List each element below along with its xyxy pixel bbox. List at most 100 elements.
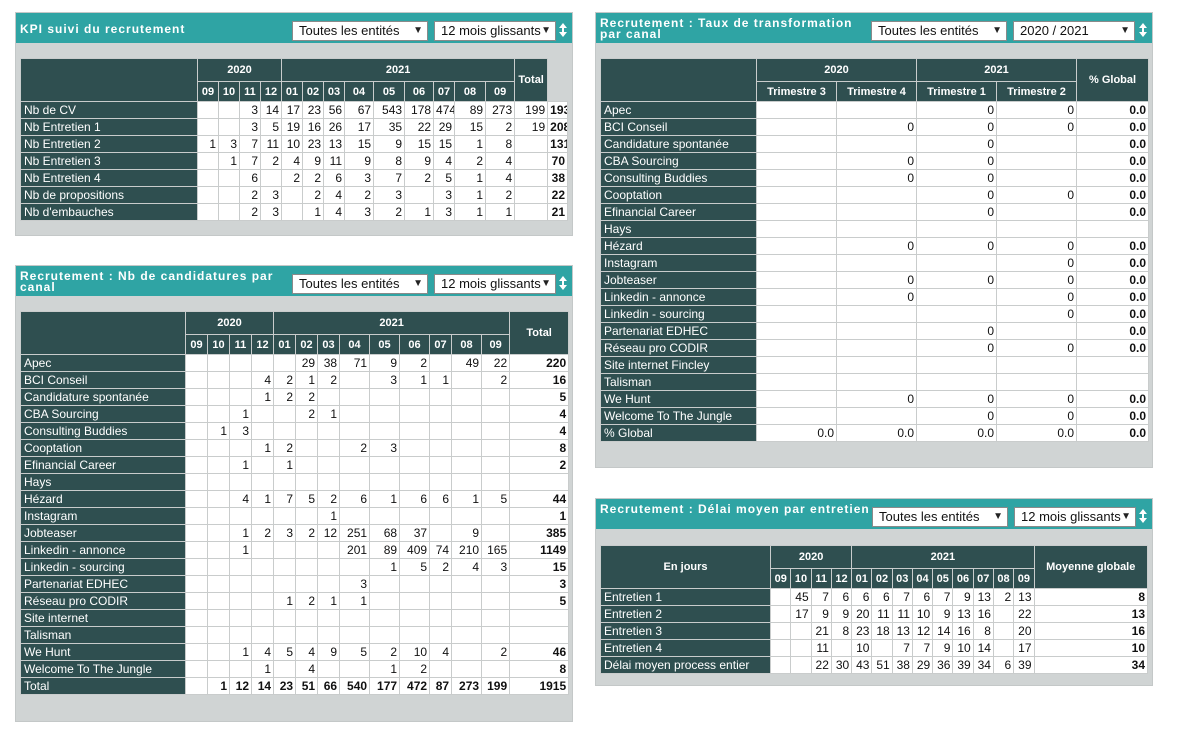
table-cell: [399, 626, 431, 644]
table-cell: [770, 588, 792, 606]
chevron-down-icon: ▼: [413, 25, 423, 36]
transformation-season-select[interactable]: 2020 / 2021 ▼: [1013, 21, 1135, 41]
table-cell: [451, 660, 483, 678]
table-cell: 474: [433, 101, 456, 119]
table-cell: 251: [339, 524, 371, 542]
row-label: Instagram: [20, 507, 186, 525]
table-cell: 17: [344, 118, 375, 136]
table-cell: [295, 626, 319, 644]
row-total: 131: [547, 135, 568, 153]
year-header: 2020: [184, 311, 275, 335]
table-cell: 39: [1013, 656, 1035, 674]
row-label: Talisman: [20, 626, 186, 644]
table-cell: 2: [344, 186, 375, 204]
table-cell: [250, 575, 275, 593]
table-cell: 30: [830, 656, 853, 674]
transformation-entity-select[interactable]: Toutes les entités ▼: [871, 21, 1007, 41]
table-cell: [229, 439, 252, 457]
table-cell: 9: [932, 639, 954, 657]
table-cell: 23: [302, 135, 325, 153]
kpi-period-select-value: 12 mois glissants: [441, 23, 541, 38]
table-cell: [770, 639, 792, 657]
table-cell: [295, 422, 319, 440]
sort-icon[interactable]: [559, 22, 569, 40]
table-cell: [218, 101, 240, 119]
row-total: 3: [509, 575, 570, 593]
table-cell: 15: [433, 135, 456, 153]
delai-period-select[interactable]: 12 mois glissants ▼: [1014, 507, 1136, 527]
period-header: 12: [250, 334, 275, 355]
table-row: Hays: [20, 473, 570, 491]
table-cell: [185, 558, 208, 576]
table-cell: [429, 388, 453, 406]
kpi-period-select[interactable]: 12 mois glissants ▼: [434, 21, 556, 41]
delai-entity-select[interactable]: Toutes les entités ▼: [872, 507, 1008, 527]
row-label: Instagram: [600, 254, 757, 272]
row-total: 44: [509, 490, 570, 508]
table-row: Nb de propositions 2 3 2 4 2 3 3 1 2 22: [20, 186, 568, 204]
table-cell: [399, 456, 431, 474]
row-total: 22: [547, 186, 568, 204]
period-header: 08: [992, 568, 1015, 589]
table-cell: 6: [239, 169, 261, 187]
period-header: 02: [871, 568, 893, 589]
table-cell: 0: [916, 271, 998, 289]
table-row: Nb Entretien 213711102313159151518131: [20, 135, 568, 153]
table-cell: [429, 609, 453, 627]
table-cell: 1: [295, 371, 319, 389]
table-cell: 0: [996, 254, 1078, 272]
table-row: Entretien 1 45 7 6 6 6 7 6 7 9 13 2 13 8: [599, 588, 1149, 606]
table-cell: 3: [369, 371, 401, 389]
candidatures-entity-select[interactable]: Toutes les entités ▼: [292, 274, 428, 294]
row-total: 34: [1033, 656, 1149, 674]
table-row: Instagram 0 0.0: [600, 254, 1150, 272]
table-cell: 13: [952, 605, 974, 623]
table-cell: [339, 609, 371, 627]
table-cell: [273, 507, 297, 525]
row-label: Talisman: [600, 373, 757, 391]
candidatures-period-select[interactable]: 12 mois glissants ▼: [434, 274, 556, 294]
table-cell: [229, 592, 252, 610]
table-cell: 3: [259, 186, 283, 204]
table-cell: 11: [891, 605, 913, 623]
table-cell: [514, 203, 549, 221]
table-row: Talisman: [20, 626, 570, 644]
table-cell: [916, 288, 998, 306]
table-cell: 20: [1013, 622, 1035, 640]
table-cell: [295, 456, 319, 474]
table-cell: 0: [835, 271, 918, 289]
year-header: 2020: [755, 58, 918, 82]
sort-icon[interactable]: [1139, 22, 1149, 40]
total-header: % Global: [1076, 58, 1150, 102]
row-total: [1076, 356, 1150, 374]
row-total: 1: [509, 507, 570, 525]
sort-icon[interactable]: [1139, 508, 1149, 526]
row-label: Total: [20, 677, 186, 695]
row-label: Nb Entretien 3: [20, 152, 198, 170]
table-row: Linkedin - annonce 1 201 89 409 74 210 165 1149: [20, 541, 570, 559]
table-cell: [185, 473, 208, 491]
table-cell: [339, 371, 371, 389]
table-cell: [207, 660, 230, 678]
table-cell: [317, 388, 341, 406]
row-label: Efinancial Career: [20, 456, 186, 474]
table-cell: [185, 371, 208, 389]
table-cell: 3: [369, 439, 401, 457]
table-cell: [207, 456, 230, 474]
table-cell: 37: [399, 524, 431, 542]
table-cell: 1: [429, 371, 453, 389]
row-label: % Global: [600, 424, 757, 442]
delai-panel-header: Recrutement : Délai moyen par entretien …: [596, 499, 1152, 529]
table-cell: 38: [317, 354, 341, 372]
table-cell: 3: [433, 186, 456, 204]
table-cell: [996, 220, 1078, 238]
period-header: Trimestre 3: [756, 81, 837, 102]
kpi-entity-select[interactable]: Toutes les entités ▼: [292, 21, 428, 41]
row-label: Délai moyen process entier: [599, 656, 772, 674]
table-cell: [273, 354, 297, 372]
sort-icon[interactable]: [559, 275, 569, 293]
table-cell: [756, 203, 837, 221]
row-total: [509, 609, 570, 627]
table-row: Apec 29 38 71 9 2 49 22 220: [20, 354, 570, 372]
row-total: 38: [547, 169, 568, 187]
